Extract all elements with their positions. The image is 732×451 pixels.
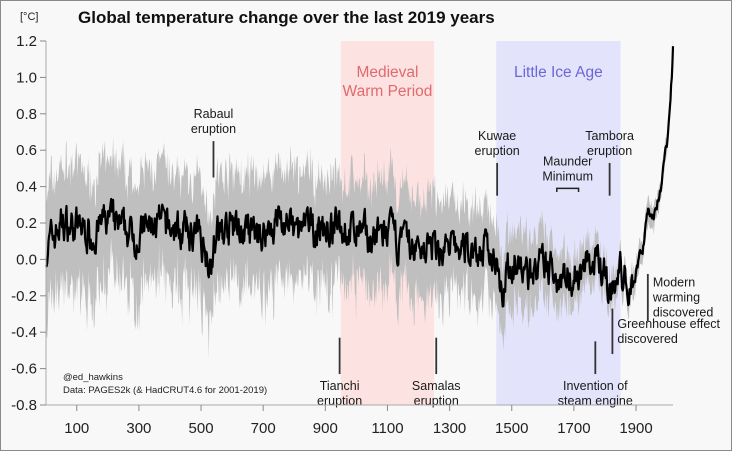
y-axis-unit-label: [°C] (20, 11, 38, 23)
y-tick-label: 1.0 (16, 69, 37, 86)
annotation-label: Minimum (542, 169, 593, 183)
x-tick-label: 700 (251, 420, 276, 437)
annotation-label: Samalas (412, 379, 461, 393)
x-tick-label: 300 (126, 420, 151, 437)
region-label-0: Medieval (356, 64, 418, 81)
region-label-0: Warm Period (343, 83, 433, 100)
y-tick-label: 0.6 (16, 142, 37, 159)
y-tick-label: -0.8 (11, 397, 37, 414)
annotation-label: discovered (617, 332, 677, 346)
annotation-label: warming (652, 291, 700, 305)
annotation-label: eruption (191, 122, 236, 136)
y-tick-label: 0.8 (16, 106, 37, 123)
y-tick-label: -0.6 (11, 361, 37, 378)
region-label-1: Little Ice Age (514, 64, 603, 81)
annotation-label: Maunder (543, 154, 592, 168)
credit-author: @ed_hawkins (63, 372, 123, 383)
annotation-label: Greenhouse effect (617, 317, 720, 331)
x-tick-label: 100 (64, 420, 89, 437)
annotation-label: discovered (653, 306, 713, 320)
shaded-regions: Medieval Warm Period Little Ice Age (340, 41, 621, 405)
shaded-region-1 (496, 41, 621, 405)
annotation-bracket (556, 187, 580, 193)
annotation-label: steam engine (558, 394, 633, 408)
annotation-label: Kuwae (478, 129, 516, 143)
annotation-label: eruption (414, 394, 459, 408)
x-tick-label: 1100 (371, 420, 403, 437)
uncertainty-band (46, 38, 673, 359)
annotation-label: Invention of (563, 379, 628, 393)
y-tick-label: 0.4 (16, 179, 37, 196)
y-tick-label: 0.2 (16, 215, 37, 232)
x-tick-label: 1900 (619, 420, 652, 437)
x-tick-label: 500 (189, 420, 214, 437)
annotation-label: Tambora (585, 129, 634, 143)
x-tick-label: 1700 (557, 420, 590, 437)
y-tick-label: -0.4 (11, 324, 37, 341)
credit-data-source: Data: PAGES2k (& HadCRUT4.6 for 2001-201… (63, 385, 267, 396)
annotation-label: Rabaul (194, 107, 234, 121)
axes: 1.2 1.0 0.8 0.6 0.4 0.2 0.0 -0.2 -0.4 -0.6 -0.8 100… (11, 33, 673, 437)
y-tick-label: 0.0 (16, 251, 37, 268)
x-tick-label: 1300 (433, 420, 466, 437)
y-tick-label: 1.2 (16, 33, 37, 50)
annotation-label: eruption (475, 144, 520, 158)
annotation-label: Modern (653, 276, 695, 290)
chart-title: Global temperature change over the last … (78, 8, 495, 27)
x-tick-label: 900 (313, 420, 338, 437)
annotation-label: eruption (317, 394, 362, 408)
temperature-line (44, 46, 675, 308)
annotation-label: eruption (587, 144, 632, 158)
annotation-label: Tianchi (320, 379, 360, 393)
x-tick-label: 1500 (495, 420, 528, 437)
y-tick-label: -0.2 (11, 288, 37, 305)
annotations: RabauleruptionTianchieruptionSamalaserup… (191, 107, 721, 408)
